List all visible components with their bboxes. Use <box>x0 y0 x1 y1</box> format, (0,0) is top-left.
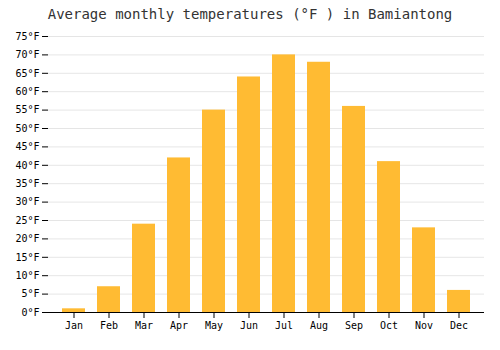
svg-text:Feb: Feb <box>100 320 118 331</box>
svg-text:40°F: 40°F <box>15 160 39 171</box>
svg-text:10°F: 10°F <box>15 270 39 281</box>
html-text:Average monthly temperatures (: Average monthly temperatures (°F ) in Ba… <box>47 6 453 22</box>
svg-text:Nov: Nov <box>415 320 433 331</box>
svg-text:65°F: 65°F <box>15 68 39 79</box>
svg-text:75°F: 75°F <box>15 31 39 42</box>
svg-text:May: May <box>205 320 223 331</box>
svg-text:50°F: 50°F <box>15 123 39 134</box>
svg-text:25°F: 25°F <box>15 215 39 226</box>
svg-text:15°F: 15°F <box>15 252 39 263</box>
svg-text:0°F: 0°F <box>21 307 39 318</box>
svg-text:20°F: 20°F <box>15 233 39 244</box>
svg-text:70°F: 70°F <box>15 49 39 60</box>
svg-text:Mar: Mar <box>135 320 153 331</box>
svg-text:Jun: Jun <box>240 320 258 331</box>
svg-text:35°F: 35°F <box>15 178 39 189</box>
svg-text:60°F: 60°F <box>15 86 39 97</box>
svg-text:Jan: Jan <box>65 320 83 331</box>
svg-text:Dec: Dec <box>450 320 468 331</box>
svg-text:30°F: 30°F <box>15 196 39 207</box>
svg-text:45°F: 45°F <box>15 141 39 152</box>
svg-text:Apr: Apr <box>170 320 188 331</box>
svg-text:Jul: Jul <box>275 320 293 331</box>
svg-text:55°F: 55°F <box>15 104 39 115</box>
svg-text:Sep: Sep <box>345 320 363 331</box>
svg-text:5°F: 5°F <box>21 288 39 299</box>
svg-text:Aug: Aug <box>310 320 328 331</box>
svg-text:Oct: Oct <box>380 320 398 331</box>
